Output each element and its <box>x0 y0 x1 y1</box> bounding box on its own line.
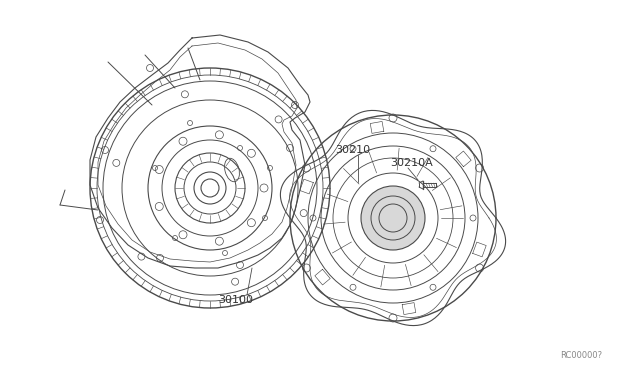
Text: 30210A: 30210A <box>390 158 433 168</box>
Text: 30100: 30100 <box>218 295 253 305</box>
Text: 30210: 30210 <box>335 145 370 155</box>
Text: RC00000?: RC00000? <box>560 352 602 360</box>
Circle shape <box>361 186 425 250</box>
